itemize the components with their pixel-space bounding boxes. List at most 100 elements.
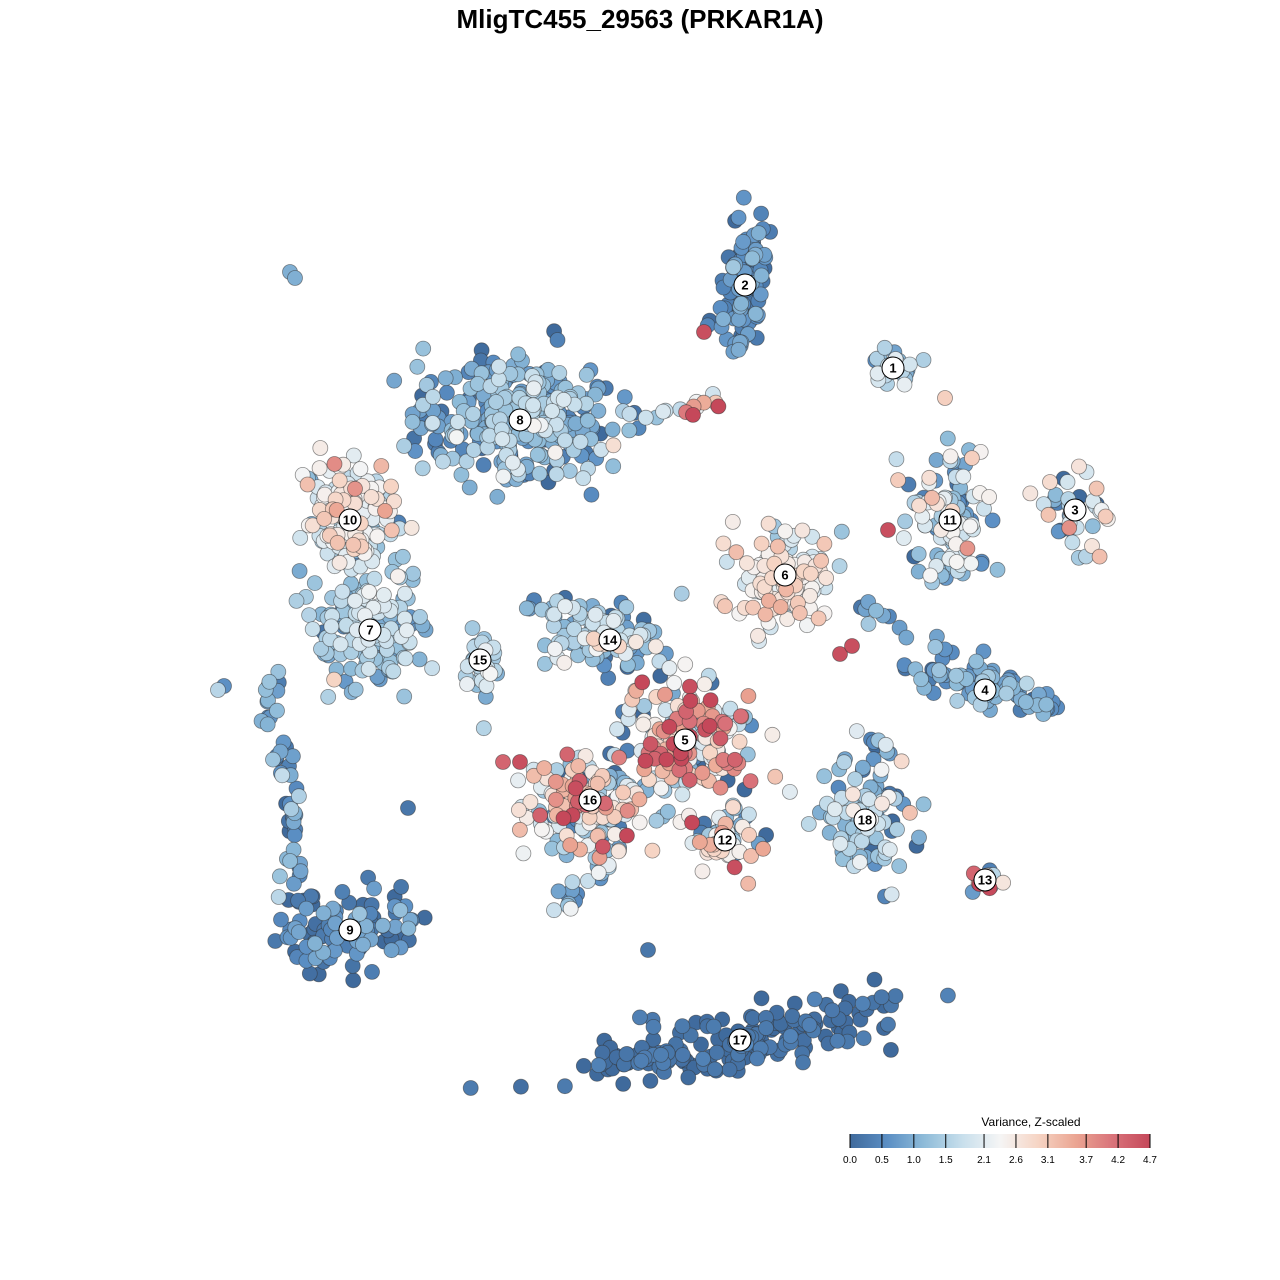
data-point <box>1059 474 1076 490</box>
data-point <box>488 394 505 410</box>
data-point <box>271 868 288 885</box>
colorbar <box>850 1134 1150 1148</box>
data-point <box>948 667 965 684</box>
data-point <box>677 656 694 673</box>
data-point <box>1091 548 1108 565</box>
data-point <box>459 676 476 692</box>
data-point <box>702 692 719 709</box>
data-point <box>730 209 747 226</box>
data-point <box>1064 534 1081 551</box>
data-point <box>750 225 767 242</box>
cluster-label-badge <box>773 563 797 587</box>
data-point <box>392 902 409 918</box>
cluster-label-badge <box>881 356 905 380</box>
data-point <box>810 610 827 627</box>
cluster-label-16: 16 <box>578 788 602 812</box>
data-point <box>557 1078 573 1095</box>
data-point <box>396 688 413 705</box>
data-point <box>831 558 848 574</box>
data-point <box>735 233 751 250</box>
data-point <box>495 468 512 485</box>
data-point <box>942 448 959 465</box>
cluster-label-text: 5 <box>681 733 688 748</box>
data-point <box>610 843 627 860</box>
data-point <box>589 775 606 792</box>
data-point <box>927 639 944 655</box>
data-point <box>782 784 798 800</box>
data-point <box>661 718 678 735</box>
data-point <box>632 1009 648 1026</box>
data-point <box>291 563 308 579</box>
data-point <box>398 622 415 639</box>
data-point <box>635 716 652 733</box>
data-point <box>590 1057 607 1074</box>
data-point <box>901 356 918 373</box>
data-point <box>547 773 564 790</box>
data-point <box>511 802 527 818</box>
data-point <box>290 924 307 940</box>
data-point <box>532 807 548 824</box>
data-point <box>915 352 932 368</box>
data-point <box>515 845 532 862</box>
data-point <box>628 634 644 650</box>
data-point <box>924 489 940 506</box>
data-point <box>1061 520 1078 536</box>
data-point <box>619 827 635 844</box>
cluster-label-text: 2 <box>741 278 748 293</box>
data-point <box>389 568 406 585</box>
data-point <box>791 605 808 621</box>
data-point <box>855 1030 872 1047</box>
colorbar-tick-label: 3.1 <box>1041 1155 1055 1166</box>
data-point <box>312 440 329 456</box>
data-point <box>551 364 568 381</box>
data-point <box>525 380 542 397</box>
data-point <box>547 641 563 657</box>
data-point <box>555 391 572 408</box>
data-point <box>695 1051 711 1067</box>
data-point <box>332 636 349 653</box>
data-point <box>306 575 323 591</box>
data-point <box>512 754 528 770</box>
cluster-label-text: 16 <box>583 793 597 808</box>
colorbar-tick-label: 4.7 <box>1143 1155 1157 1166</box>
data-point <box>880 522 896 538</box>
data-point <box>1084 518 1101 535</box>
cluster-label-2: 2 <box>733 273 757 297</box>
colorbar-tick-label: 4.2 <box>1111 1155 1125 1166</box>
data-point <box>777 523 793 540</box>
data-point <box>708 1044 725 1061</box>
data-point <box>394 548 411 565</box>
data-point <box>865 751 882 768</box>
data-point <box>816 768 833 785</box>
data-point <box>844 638 860 654</box>
cluster-label-badge <box>338 508 362 532</box>
data-point <box>981 489 997 505</box>
data-point <box>750 627 766 644</box>
data-point <box>282 853 299 869</box>
data-point <box>880 1016 896 1033</box>
data-point <box>1097 508 1114 525</box>
data-point <box>742 773 759 789</box>
data-point <box>764 726 781 743</box>
data-point <box>818 570 834 586</box>
data-point <box>403 520 420 536</box>
data-point <box>534 821 550 838</box>
colorbar-tick-label: 3.7 <box>1079 1155 1093 1166</box>
data-point <box>726 859 743 876</box>
data-point <box>415 340 432 357</box>
data-point <box>696 676 713 693</box>
data-point <box>373 458 390 474</box>
data-point <box>270 889 287 905</box>
data-point <box>411 651 428 668</box>
data-point <box>755 840 771 857</box>
data-point <box>307 935 323 952</box>
cluster-label-5: 5 <box>673 728 697 752</box>
data-point <box>461 479 478 496</box>
data-point <box>544 403 560 419</box>
cluster-label-text: 4 <box>981 683 989 698</box>
data-point <box>735 189 752 206</box>
data-point <box>210 682 226 698</box>
data-point <box>261 673 278 690</box>
data-point <box>705 1018 722 1035</box>
data-point <box>326 456 343 472</box>
